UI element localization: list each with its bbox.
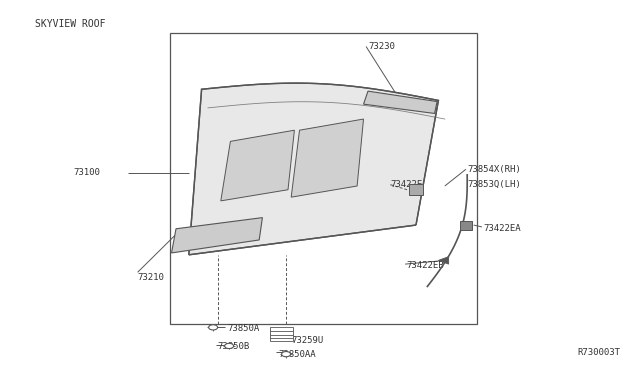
Text: 73422EB: 73422EB xyxy=(406,262,444,270)
Text: 73850AA: 73850AA xyxy=(278,350,316,359)
Circle shape xyxy=(282,352,291,357)
Polygon shape xyxy=(364,91,437,113)
Polygon shape xyxy=(172,218,262,253)
Text: 73100: 73100 xyxy=(74,169,100,177)
Text: 73422E: 73422E xyxy=(390,180,422,189)
Text: 73853Q(LH): 73853Q(LH) xyxy=(467,180,521,189)
Bar xyxy=(270,327,293,331)
Text: 73422EA: 73422EA xyxy=(483,224,521,233)
Bar xyxy=(270,334,293,338)
Polygon shape xyxy=(291,119,364,197)
Bar xyxy=(170,33,477,324)
Polygon shape xyxy=(221,130,294,201)
Text: 73854X(RH): 73854X(RH) xyxy=(467,165,521,174)
Text: 73210: 73210 xyxy=(138,273,164,282)
Text: 73850B: 73850B xyxy=(218,342,250,351)
Bar xyxy=(409,184,423,195)
Text: SKYVIEW ROOF: SKYVIEW ROOF xyxy=(35,19,106,29)
Bar xyxy=(460,221,472,230)
Text: 73850A: 73850A xyxy=(227,324,259,333)
Polygon shape xyxy=(438,257,449,264)
Text: R730003T: R730003T xyxy=(578,348,621,357)
Text: 73259U: 73259U xyxy=(291,336,323,345)
Bar xyxy=(270,330,293,334)
Polygon shape xyxy=(189,83,438,255)
Text: 73230: 73230 xyxy=(368,42,395,51)
Bar xyxy=(270,337,293,341)
Circle shape xyxy=(209,325,218,330)
Circle shape xyxy=(225,343,234,349)
